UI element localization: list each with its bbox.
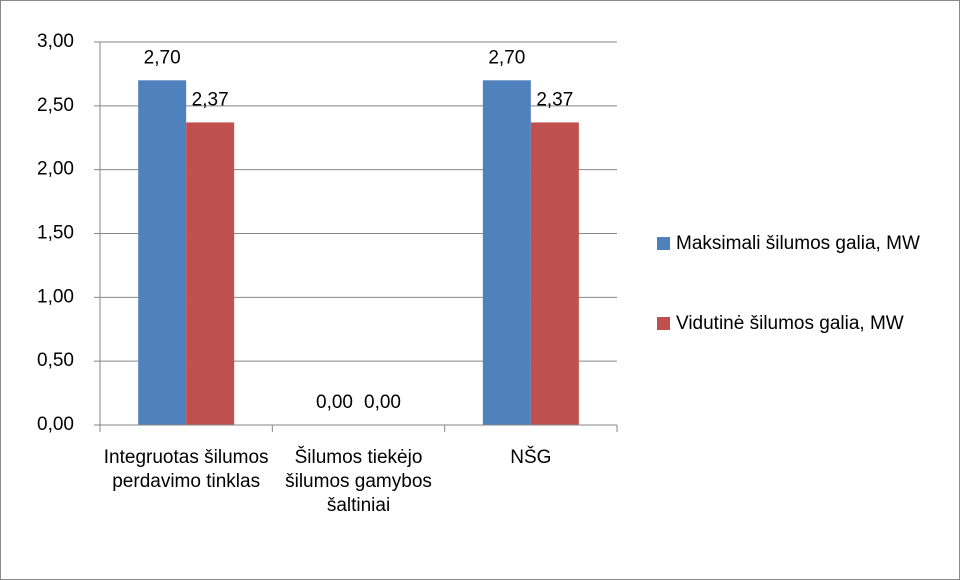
x-tick-label: Šilumos tiekėjo šilumos gamybos šaltinia… — [285, 447, 432, 516]
legend-swatch — [657, 317, 670, 330]
legend-label: Maksimali šilumos galia, MW — [676, 233, 920, 254]
y-tick-label: 1,50 — [37, 223, 74, 244]
x-tick-label: NŠG — [510, 447, 552, 468]
y-tick-label: 2,50 — [37, 95, 74, 116]
y-tick-label: 1,00 — [37, 286, 74, 307]
bar — [530, 122, 579, 426]
data-label: 2,70 — [144, 47, 181, 68]
data-label: 2,70 — [488, 47, 525, 68]
bar — [482, 80, 531, 426]
bar — [186, 122, 235, 426]
data-label: 2,37 — [192, 89, 229, 110]
legend-label: Vidutinė šilumos galia, MW — [676, 313, 904, 334]
data-label: 0,00 — [364, 392, 401, 413]
bar — [138, 80, 187, 426]
y-tick-label: 3,00 — [37, 31, 74, 52]
x-tick-label: Integruotas šilumos perdavimo tinklas — [103, 447, 269, 492]
y-tick-label: 0,50 — [37, 350, 74, 371]
y-tick-label: 2,00 — [37, 159, 74, 180]
y-tick-label: 0,00 — [37, 414, 74, 435]
data-label: 2,37 — [536, 89, 573, 110]
data-label: 0,00 — [316, 392, 353, 413]
legend-swatch — [657, 237, 670, 250]
